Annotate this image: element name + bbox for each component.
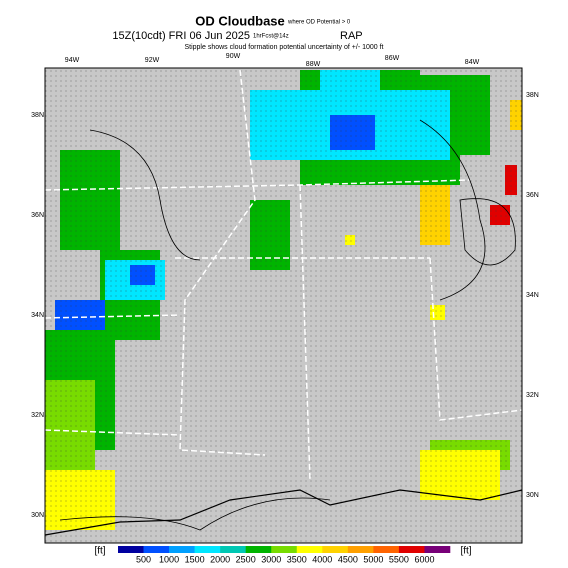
lon-label: 84W <box>465 59 480 66</box>
lat-label: 32N <box>31 412 44 419</box>
colorbar-unit: [ft] <box>460 546 471 557</box>
map-labels: 94W 92W 90W 88W 86W 84W 38N 36N 34N 32N 30N 38N 36N 3… <box>31 53 539 519</box>
colorbar-label: 4500 <box>338 554 358 564</box>
colorbar-label: 2000 <box>210 554 230 564</box>
colorbar-label: 3500 <box>287 554 307 564</box>
colorbar-swatch <box>347 546 374 553</box>
lon-label: 90W <box>226 53 241 60</box>
colorbar-label: 500 <box>136 554 151 564</box>
forecast: 1hrFcst@14z <box>253 34 289 40</box>
valid-time: 15Z(10cdt) FRI 06 Jun 2025 <box>112 30 250 42</box>
lat-label: 36N <box>31 212 44 219</box>
colorbar-label: 1000 <box>159 554 179 564</box>
colorbar-swatch <box>169 546 195 553</box>
map <box>44 67 523 544</box>
colorbar-label: 6000 <box>414 554 434 564</box>
lat-label: 34N <box>526 292 539 299</box>
colorbar-swatch <box>398 546 425 553</box>
colorbar-label: 5000 <box>363 554 383 564</box>
colorbar-swatch <box>271 546 298 553</box>
lon-label: 92W <box>145 57 160 64</box>
colorbar-swatch <box>296 546 323 553</box>
colorbar-label: 4000 <box>312 554 332 564</box>
colorbar-unit: [ft] <box>94 546 105 557</box>
title-note: where OD Potential > 0 <box>287 20 351 26</box>
colorbar: [ft] [ft] 500 1000 1500 2000 2500 3000 3500 400… <box>94 546 471 565</box>
lat-label: 30N <box>31 512 44 519</box>
lat-label: 36N <box>526 192 539 199</box>
lat-label: 38N <box>31 112 44 119</box>
lon-label: 94W <box>65 57 80 64</box>
colorbar-swatch <box>373 546 400 553</box>
model: RAP <box>340 30 363 42</box>
subtitle: Stipple shows cloud formation potential … <box>184 44 383 51</box>
colorbar-label: 1500 <box>185 554 205 564</box>
lat-label: 34N <box>31 312 44 319</box>
colorbar-swatch <box>322 546 349 553</box>
colorbar-swatch <box>245 546 272 553</box>
lat-label: 30N <box>526 492 539 499</box>
colorbar-swatch <box>220 546 246 553</box>
colorbar-label: 3000 <box>261 554 281 564</box>
colorbar-swatch <box>194 546 221 553</box>
lat-label: 38N <box>526 92 539 99</box>
colorbar-swatch <box>118 546 144 553</box>
colorbar-label: 5500 <box>389 554 409 564</box>
lon-label: 88W <box>306 61 321 68</box>
lat-label: 32N <box>526 392 539 399</box>
colorbar-label: 2500 <box>236 554 256 564</box>
colorbar-swatch <box>424 546 451 553</box>
colorbar-swatch <box>143 546 170 553</box>
lon-label: 86W <box>385 55 400 62</box>
title: OD Cloudbase <box>195 13 285 28</box>
